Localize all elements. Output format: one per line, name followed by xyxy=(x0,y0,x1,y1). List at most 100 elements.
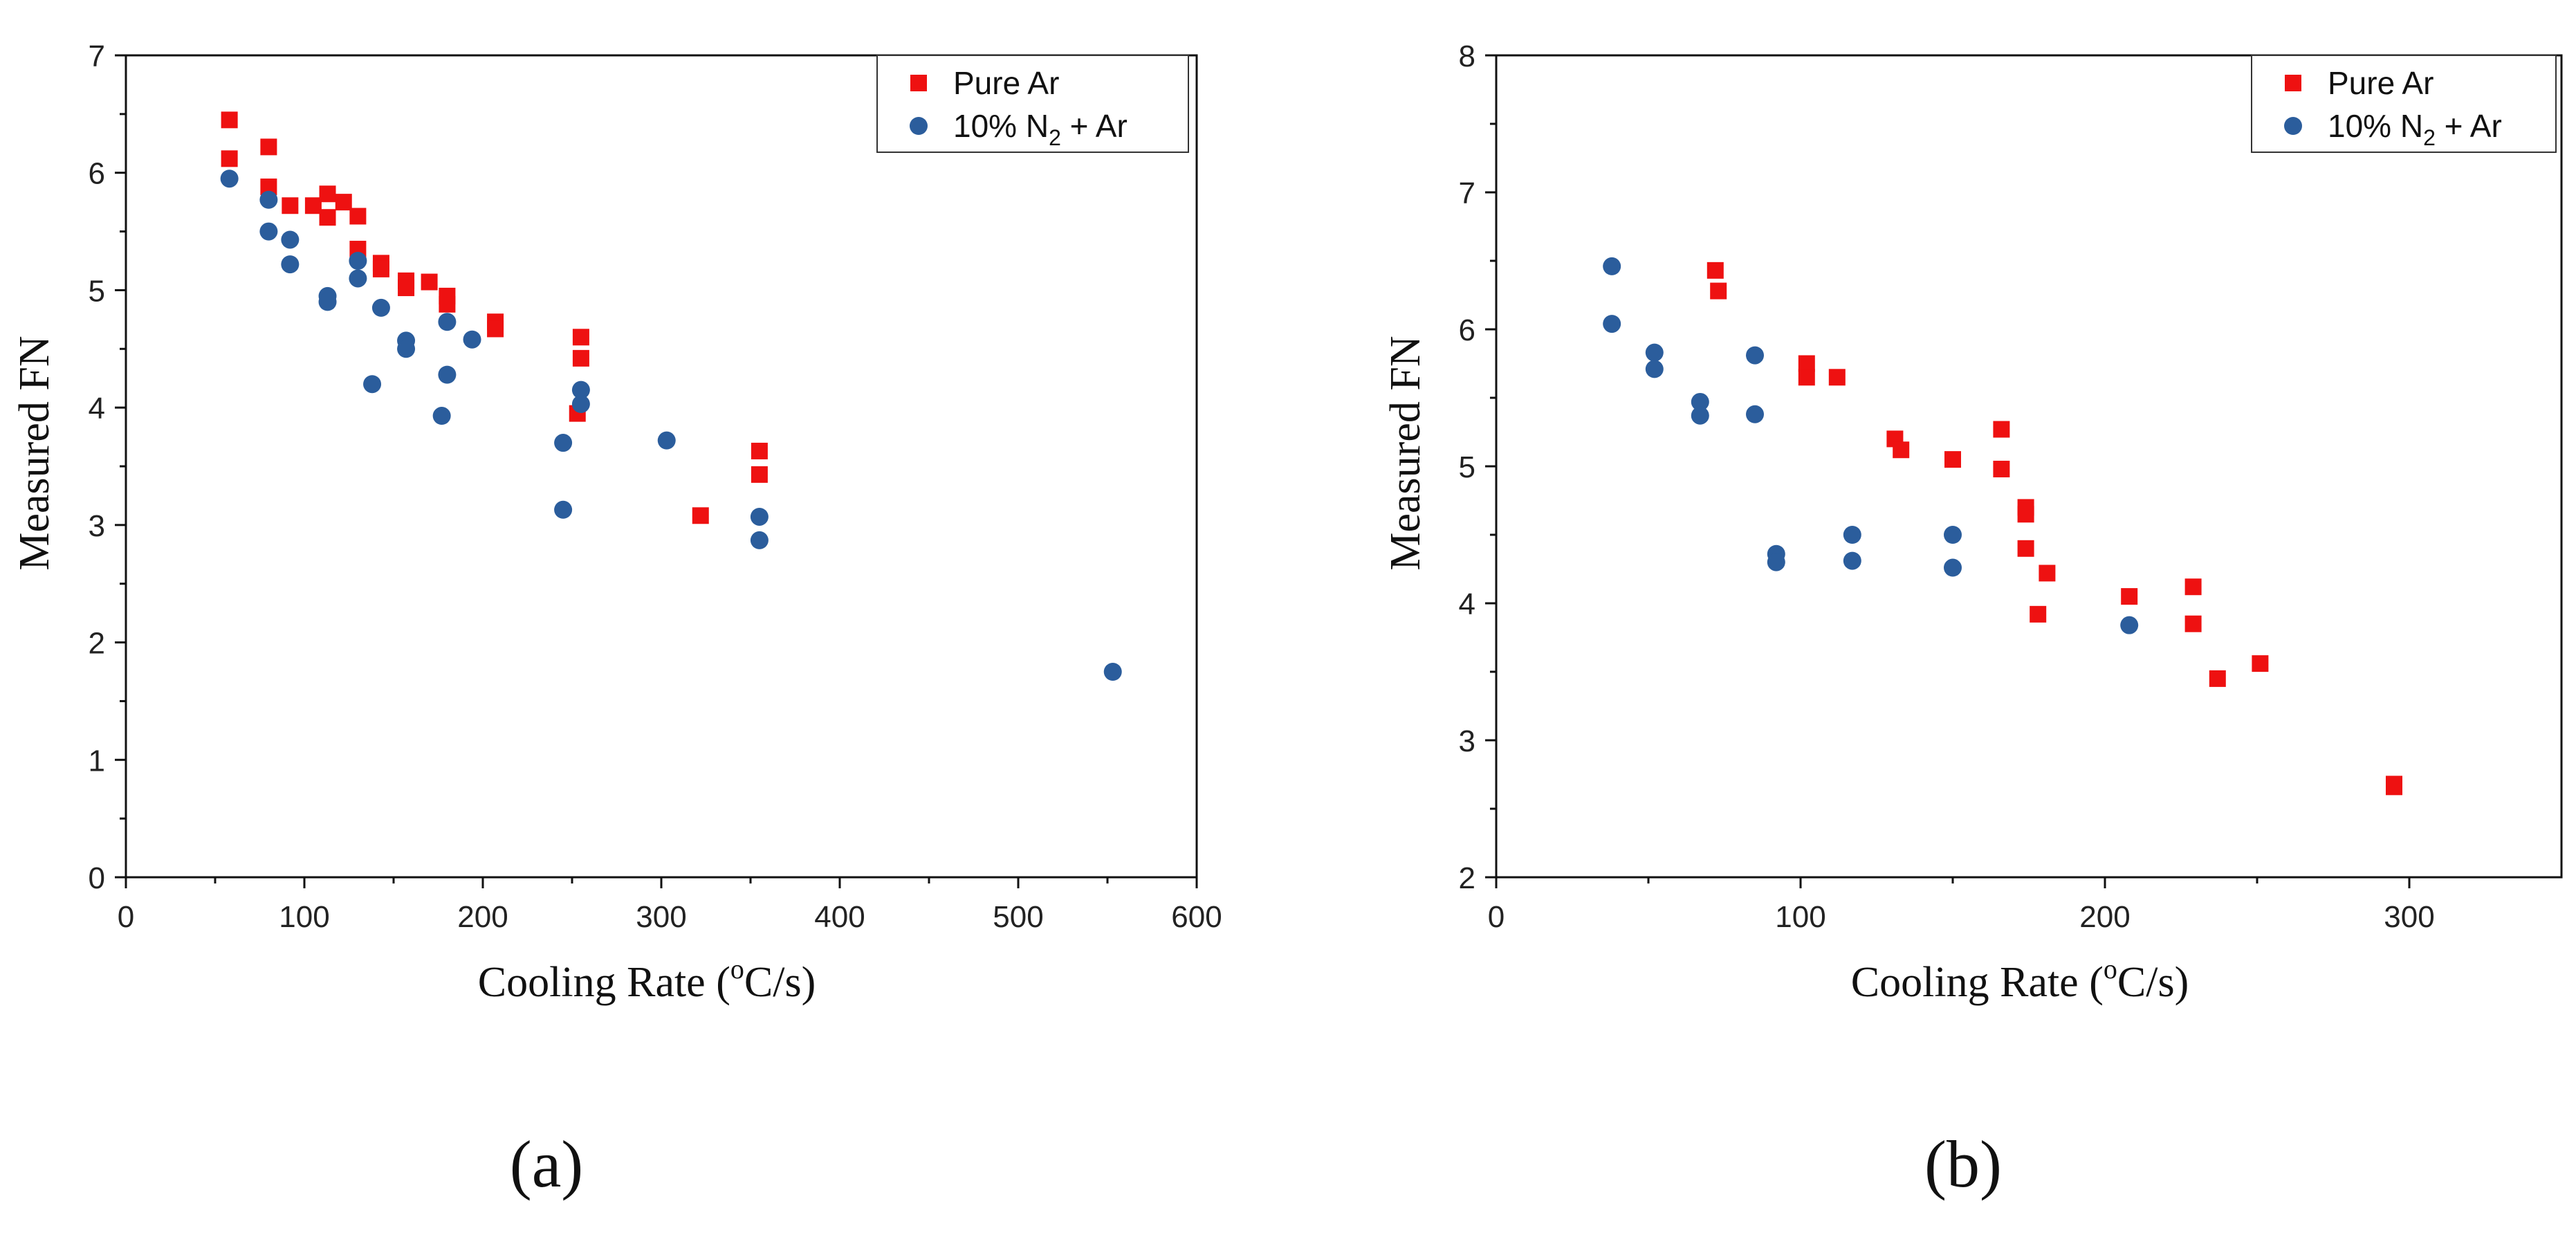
legend: Pure Ar 10% N2 + Ar xyxy=(2251,55,2557,153)
point-pure-ar xyxy=(2184,578,2202,596)
point-pure-ar xyxy=(398,280,415,297)
point-pure-ar xyxy=(319,185,336,203)
point-n2-ar xyxy=(571,395,590,414)
point-n2-ar xyxy=(281,230,300,249)
x-axis-title-tail: C/s) xyxy=(744,959,816,1006)
y-tick-label: 4 xyxy=(1459,587,1475,621)
point-n2-ar xyxy=(1645,360,1664,378)
point-pure-ar xyxy=(1710,282,1727,300)
y-tick-label: 2 xyxy=(1459,861,1475,895)
point-n2-ar xyxy=(750,531,769,549)
point-pure-ar xyxy=(1828,369,1846,386)
point-n2-ar xyxy=(750,507,769,526)
point-pure-ar xyxy=(349,208,367,225)
x-tick-label: 100 xyxy=(279,900,329,934)
point-n2-ar xyxy=(2120,616,2139,634)
point-pure-ar xyxy=(1993,421,2010,438)
x-tick-label: 500 xyxy=(993,900,1043,934)
point-n2-ar xyxy=(1746,346,1764,365)
point-pure-ar xyxy=(751,442,768,459)
point-pure-ar xyxy=(439,295,456,313)
x-axis-title-text: Cooling Rate ( xyxy=(478,959,730,1006)
point-n2-ar xyxy=(571,381,590,399)
y-tick-label: 7 xyxy=(1459,176,1475,210)
legend-box xyxy=(876,55,1189,153)
point-pure-ar xyxy=(1944,451,1961,468)
point-pure-ar xyxy=(692,507,709,524)
point-n2-ar xyxy=(1746,405,1764,423)
x-tick-label: 300 xyxy=(636,900,686,934)
y-tick-label: 0 xyxy=(89,861,105,895)
legend-label-text: Pure Ar xyxy=(953,65,1059,101)
x-axis-title-tail: C/s) xyxy=(2117,959,2189,1006)
y-tick-label: 7 xyxy=(89,39,105,73)
point-pure-ar xyxy=(372,260,389,277)
point-n2-ar xyxy=(438,365,457,384)
legend-label-sub: 2 xyxy=(2423,125,2436,150)
panel-label: (a) xyxy=(510,1127,584,1201)
point-n2-ar xyxy=(554,500,573,519)
point-n2-ar xyxy=(554,434,573,452)
point-pure-ar xyxy=(2017,506,2034,523)
point-n2-ar xyxy=(397,340,416,358)
panel-label: (b) xyxy=(1924,1127,2002,1201)
x-tick-label: 0 xyxy=(118,900,134,934)
point-pure-ar xyxy=(572,329,589,346)
y-tick-label: 3 xyxy=(1459,724,1475,758)
point-pure-ar xyxy=(2017,540,2034,557)
legend-label-text: 10% N xyxy=(2328,108,2423,144)
y-tick-label: 4 xyxy=(89,392,105,425)
y-tick-label: 5 xyxy=(89,274,105,308)
legend-marker-pure-ar xyxy=(910,75,927,91)
y-tick-label: 1 xyxy=(89,744,105,778)
y-axis-title: Measured FN xyxy=(1382,336,1429,570)
x-tick-label: 0 xyxy=(1488,900,1505,934)
point-n2-ar xyxy=(1843,551,1861,570)
point-pure-ar xyxy=(260,138,277,156)
x-axis-title-sup: o xyxy=(2104,953,2117,984)
x-tick-label: 200 xyxy=(457,900,508,934)
point-n2-ar xyxy=(1691,392,1709,411)
point-n2-ar xyxy=(1691,406,1709,425)
point-pure-ar xyxy=(2121,588,2138,605)
point-pure-ar xyxy=(2039,565,2056,582)
point-n2-ar xyxy=(463,330,481,349)
legend-marker-n2-ar xyxy=(910,117,928,135)
point-n2-ar xyxy=(1843,526,1861,544)
point-pure-ar xyxy=(1993,460,2010,477)
point-pure-ar xyxy=(1798,369,1815,386)
point-pure-ar xyxy=(304,197,322,214)
y-tick-label: 2 xyxy=(89,627,105,661)
point-pure-ar xyxy=(572,349,589,367)
point-pure-ar xyxy=(2386,778,2402,796)
plot-frame xyxy=(1495,54,2563,879)
point-n2-ar xyxy=(438,313,457,331)
legend-label: Pure Ar xyxy=(2328,65,2434,101)
point-n2-ar xyxy=(1767,553,1785,571)
point-n2-ar xyxy=(220,169,239,188)
point-n2-ar xyxy=(1603,257,1621,275)
legend-box xyxy=(2251,55,2557,153)
point-pure-ar xyxy=(2030,605,2047,623)
y-tick-label: 5 xyxy=(1459,450,1475,484)
point-n2-ar xyxy=(1944,526,1962,544)
panel-a: 0 100 200 300 400 500 600 0 1 2 3 4 5 6 7 Cooling Rate … xyxy=(11,39,1222,1201)
x-axis-title-sup: o xyxy=(730,953,744,984)
point-n2-ar xyxy=(1944,558,1962,577)
point-n2-ar xyxy=(1603,315,1621,333)
legend-label: Pure Ar xyxy=(953,65,1059,101)
legend-marker-n2-ar xyxy=(2284,117,2302,135)
point-n2-ar xyxy=(259,190,278,209)
point-n2-ar xyxy=(1645,343,1664,362)
x-tick-label: 400 xyxy=(814,900,865,934)
x-axis-title: Cooling Rate (oC/s) xyxy=(1851,953,2189,1006)
point-n2-ar xyxy=(1103,663,1122,681)
point-pure-ar xyxy=(2184,615,2202,632)
point-pure-ar xyxy=(2252,655,2269,672)
point-pure-ar xyxy=(751,466,768,483)
point-n2-ar xyxy=(259,222,278,241)
point-n2-ar xyxy=(281,255,300,274)
point-pure-ar xyxy=(421,273,438,291)
y-tick-label: 6 xyxy=(1459,313,1475,347)
